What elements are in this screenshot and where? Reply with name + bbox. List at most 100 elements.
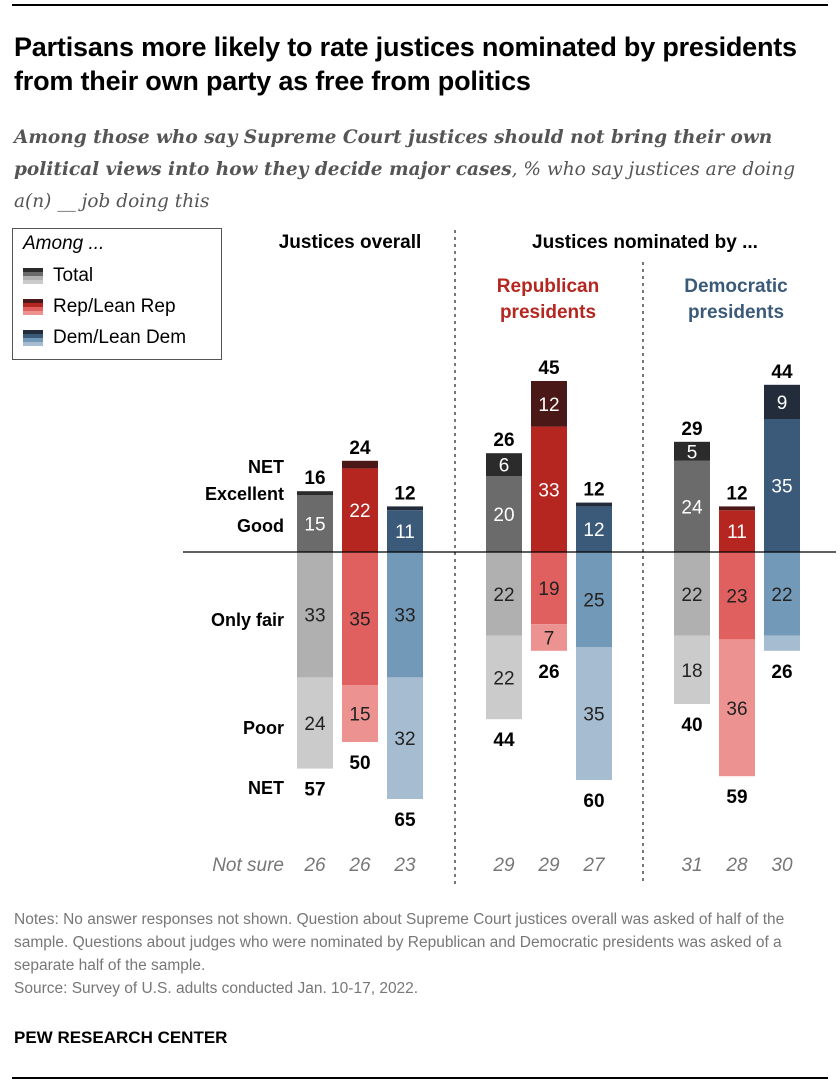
bar-segment-only-fair <box>576 552 612 647</box>
bar-segment-good <box>719 510 755 552</box>
segment-label: 22 <box>681 585 702 606</box>
net-positive-label: 12 <box>583 480 604 501</box>
legend-label: Rep/Lean Rep <box>53 296 176 317</box>
segment-label: 11 <box>727 522 747 543</box>
header-overall: Justices overall <box>279 232 422 253</box>
legend-heading: Among ... <box>23 233 105 254</box>
bar-segment-good <box>342 468 378 552</box>
net-positive-label: 16 <box>304 468 325 489</box>
bar-segment-good <box>764 419 800 552</box>
not-sure-value: 23 <box>393 855 416 876</box>
bar-segment-only-fair <box>387 552 423 678</box>
segment-label: 33 <box>394 606 415 627</box>
legend-item-total: Total <box>23 265 93 287</box>
chart-subtitle: Among those who say Supreme Court justic… <box>14 122 824 218</box>
net-positive-label: 12 <box>726 483 747 504</box>
row-label-poor: Poor <box>243 718 284 738</box>
not-sure-value: 29 <box>492 855 515 876</box>
net-positive-label: 29 <box>681 419 702 440</box>
segment-label: 7 <box>544 629 555 650</box>
segment-label: 22 <box>493 668 514 689</box>
segment-label: 18 <box>681 661 702 682</box>
not-sure-value: 30 <box>771 855 793 876</box>
segment-label: 32 <box>394 729 415 750</box>
net-negative-label: 65 <box>394 810 416 831</box>
legend: Among ... Total Rep/Lean Rep Dem/Lean De… <box>12 228 222 360</box>
segment-label: 35 <box>771 477 792 498</box>
pew-logo-text: PEW RESEARCH CENTER <box>14 1028 228 1047</box>
legend-swatch <box>23 299 43 315</box>
bar-segment-poor <box>387 677 423 799</box>
legend-label: Dem/Lean Dem <box>53 327 187 348</box>
header-dem-line2: presidents <box>688 302 784 323</box>
net-positive-label: 26 <box>493 430 514 451</box>
not-sure-value: 26 <box>348 855 371 876</box>
legend-label: Total <box>53 265 94 286</box>
bar-segment-good <box>576 506 612 552</box>
not-sure-value: 28 <box>725 855 748 876</box>
header-rep-line1: Republican <box>497 276 599 297</box>
bar-segment-only-fair <box>764 552 800 636</box>
segment-label: 6 <box>499 456 510 477</box>
segment-label: 35 <box>583 705 604 726</box>
chart-title: Partisans more likely to rate justices n… <box>14 32 797 96</box>
subtitle-rest: , % who say justices are doing a(n) __ j… <box>14 159 796 212</box>
bar-segment-excellent <box>387 506 423 511</box>
net-negative-label: 59 <box>726 787 747 808</box>
notes-text: Notes: No answer responses not shown. Qu… <box>14 911 785 974</box>
net-negative-label: 26 <box>771 662 792 683</box>
segment-label: 12 <box>583 520 604 541</box>
segment-label: 12 <box>538 395 559 416</box>
bar-segment-only-fair <box>342 552 378 685</box>
header-dem-line1: Democratic <box>684 276 788 297</box>
segment-label: 20 <box>493 505 514 526</box>
bar-segment-excellent <box>342 460 378 469</box>
bar-segment-poor <box>486 635 522 720</box>
legend-item-rep: Rep/Lean Rep <box>23 296 176 318</box>
source-text: Source: Survey of U.S. adults conducted … <box>14 980 419 997</box>
net-negative-label: 44 <box>493 730 515 751</box>
segment-label: 24 <box>681 497 703 518</box>
top-rule <box>12 4 828 6</box>
chart-svg: Justices overall Justices nominated by .… <box>183 230 836 885</box>
bar-segment-poor <box>531 624 567 651</box>
segment-label: 22 <box>349 501 370 522</box>
net-negative-label: 40 <box>681 715 702 736</box>
subtitle-bold: Among those who say Supreme Court justic… <box>14 127 773 180</box>
net-negative-label: 50 <box>349 753 370 774</box>
bar-segment-poor <box>342 685 378 742</box>
row-label-not-sure: Not sure <box>212 855 284 876</box>
not-sure-value: 29 <box>537 855 560 876</box>
legend-item-dem: Dem/Lean Dem <box>23 327 186 349</box>
not-sure-value: 27 <box>582 855 606 876</box>
bar-segment-only-fair <box>297 552 333 678</box>
bottom-rule <box>12 1077 828 1079</box>
row-label-net-top: NET <box>248 457 284 477</box>
segment-label: 24 <box>304 714 326 735</box>
bar-segment-excellent <box>576 502 612 507</box>
segment-label: 36 <box>726 699 747 720</box>
segment-label: 35 <box>349 610 370 631</box>
net-positive-label: 12 <box>394 483 415 504</box>
segment-label: 5 <box>687 442 698 463</box>
header-rep-line2: presidents <box>500 302 596 323</box>
bar-segment-only-fair <box>674 552 710 636</box>
row-label-only-fair: Only fair <box>211 610 284 630</box>
net-positive-label: 44 <box>771 362 793 383</box>
bar-segment-poor <box>674 635 710 704</box>
bar-segment-excellent <box>531 381 567 427</box>
row-label-net-bottom: NET <box>248 778 284 798</box>
not-sure-value: 26 <box>303 855 326 876</box>
notes: Notes: No answer responses not shown. Qu… <box>14 908 834 1000</box>
not-sure-value: 31 <box>681 855 702 876</box>
bar-segment-excellent <box>486 453 522 476</box>
bar-segment-good <box>674 460 710 552</box>
net-negative-label: 60 <box>583 791 604 812</box>
bar-segment-good <box>387 510 423 552</box>
segment-label: 11 <box>395 522 415 543</box>
bar-segment-excellent <box>719 506 755 511</box>
bar-segment-only-fair <box>531 552 567 625</box>
segment-label: 19 <box>538 579 559 600</box>
segment-label: 15 <box>349 705 370 726</box>
